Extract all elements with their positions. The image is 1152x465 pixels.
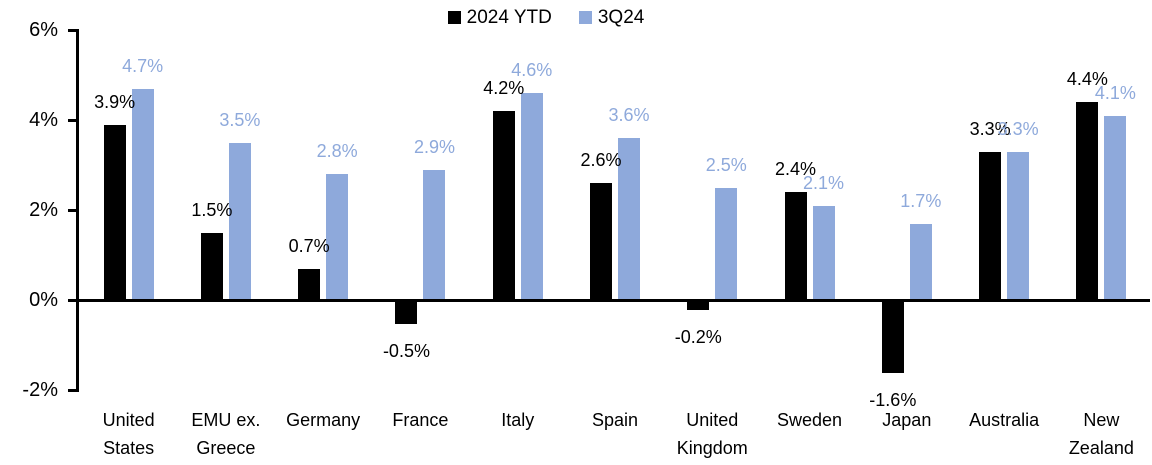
bar-3q24 — [715, 187, 738, 300]
y-axis-tick-label: 6% — [29, 19, 58, 41]
data-label-2024ytd: -1.6% — [869, 390, 917, 410]
legend-label-2024-ytd: 2024 YTD — [466, 7, 552, 28]
data-label-2024ytd: 4.2% — [483, 78, 525, 98]
data-label-2024ytd: 4.4% — [1066, 69, 1108, 89]
y-axis-tick-label: 4% — [29, 109, 58, 131]
data-label-2024ytd: 2.4% — [775, 159, 817, 179]
bar-2024ytd — [687, 301, 710, 310]
bar-3q24 — [326, 174, 349, 300]
data-label-2024ytd: -0.2% — [674, 327, 722, 347]
bar-2024ytd — [881, 301, 904, 373]
data-label-3q24: 3.5% — [219, 109, 261, 130]
data-label-3q24: 2.8% — [316, 141, 358, 161]
y-axis-tick-label: 2% — [29, 199, 58, 221]
data-label-3q24: 3.3% — [997, 118, 1039, 139]
x-axis-label: Germany — [286, 410, 361, 430]
bar-2024ytd — [200, 232, 223, 300]
data-label-3q24: 2.1% — [803, 172, 845, 193]
bar-3q24 — [1104, 115, 1127, 300]
x-axis-label: Japan — [882, 410, 932, 430]
legend-label-3q24: 3Q24 — [597, 7, 645, 28]
bar-2024ytd — [103, 124, 126, 300]
data-label-3q24: 4.6% — [511, 60, 553, 80]
bar-3q24 — [1007, 151, 1030, 300]
x-axis-label: Sweden — [777, 410, 843, 430]
data-label-2024ytd: 0.7% — [288, 235, 330, 256]
data-label-2024ytd: 1.5% — [191, 199, 233, 220]
bar-3q24 — [228, 142, 251, 300]
bar-2024ytd — [298, 268, 321, 300]
data-label-3q24: 2.9% — [413, 136, 455, 157]
x-axis-label: Spain — [591, 410, 639, 430]
x-axis-label: United Kingdom — [676, 410, 748, 458]
legend: 2024 YTD 3Q24 — [0, 8, 1122, 27]
bar-2024ytd — [492, 111, 515, 300]
data-label-3q24: 4.1% — [1094, 82, 1136, 103]
legend-item-2024-ytd: 2024 YTD — [447, 7, 552, 28]
bar-3q24 — [909, 223, 932, 300]
legend-swatch-3q24 — [578, 11, 592, 24]
y-axis-tick — [68, 388, 79, 392]
x-axis-label: United States — [102, 410, 155, 458]
x-axis-label: EMU ex. Greece — [191, 410, 261, 458]
legend-swatch-2024-ytd — [447, 11, 461, 24]
y-axis-tick — [68, 298, 79, 302]
data-label-3q24: 2.5% — [705, 154, 747, 175]
x-axis-label: Australia — [969, 410, 1040, 430]
bar-3q24 — [812, 205, 835, 300]
bar-2024ytd — [395, 301, 418, 324]
bar-3q24 — [131, 88, 154, 300]
bar-3q24 — [423, 169, 446, 300]
y-axis-tick — [68, 208, 79, 212]
data-label-2024ytd: -0.5% — [382, 340, 430, 361]
data-label-3q24: 3.6% — [608, 105, 650, 125]
y-axis-tick-label: -2% — [22, 379, 58, 401]
bar-2024ytd — [1076, 102, 1099, 300]
legend-item-3q24: 3Q24 — [578, 7, 645, 28]
bar-3q24 — [618, 138, 640, 300]
data-label-3q24: 4.7% — [122, 55, 164, 76]
y-axis-tick — [68, 118, 79, 122]
data-label-2024ytd: 3.3% — [969, 118, 1011, 139]
data-label-2024ytd: 2.6% — [580, 150, 622, 170]
data-label-3q24: 1.7% — [900, 190, 942, 211]
zero-baseline — [76, 299, 1150, 302]
x-axis-label: France — [392, 410, 449, 430]
bar-2024ytd — [590, 183, 612, 300]
y-axis-tick-label: 0% — [29, 289, 58, 311]
bar-2024ytd — [784, 192, 807, 300]
x-axis-label: Italy — [501, 410, 535, 430]
y-axis-tick — [68, 28, 79, 32]
bar-3q24 — [520, 93, 543, 300]
x-axis-label: New Zealand — [1068, 410, 1134, 458]
data-label-2024ytd: 3.9% — [94, 91, 136, 112]
bar-2024ytd — [979, 151, 1002, 300]
